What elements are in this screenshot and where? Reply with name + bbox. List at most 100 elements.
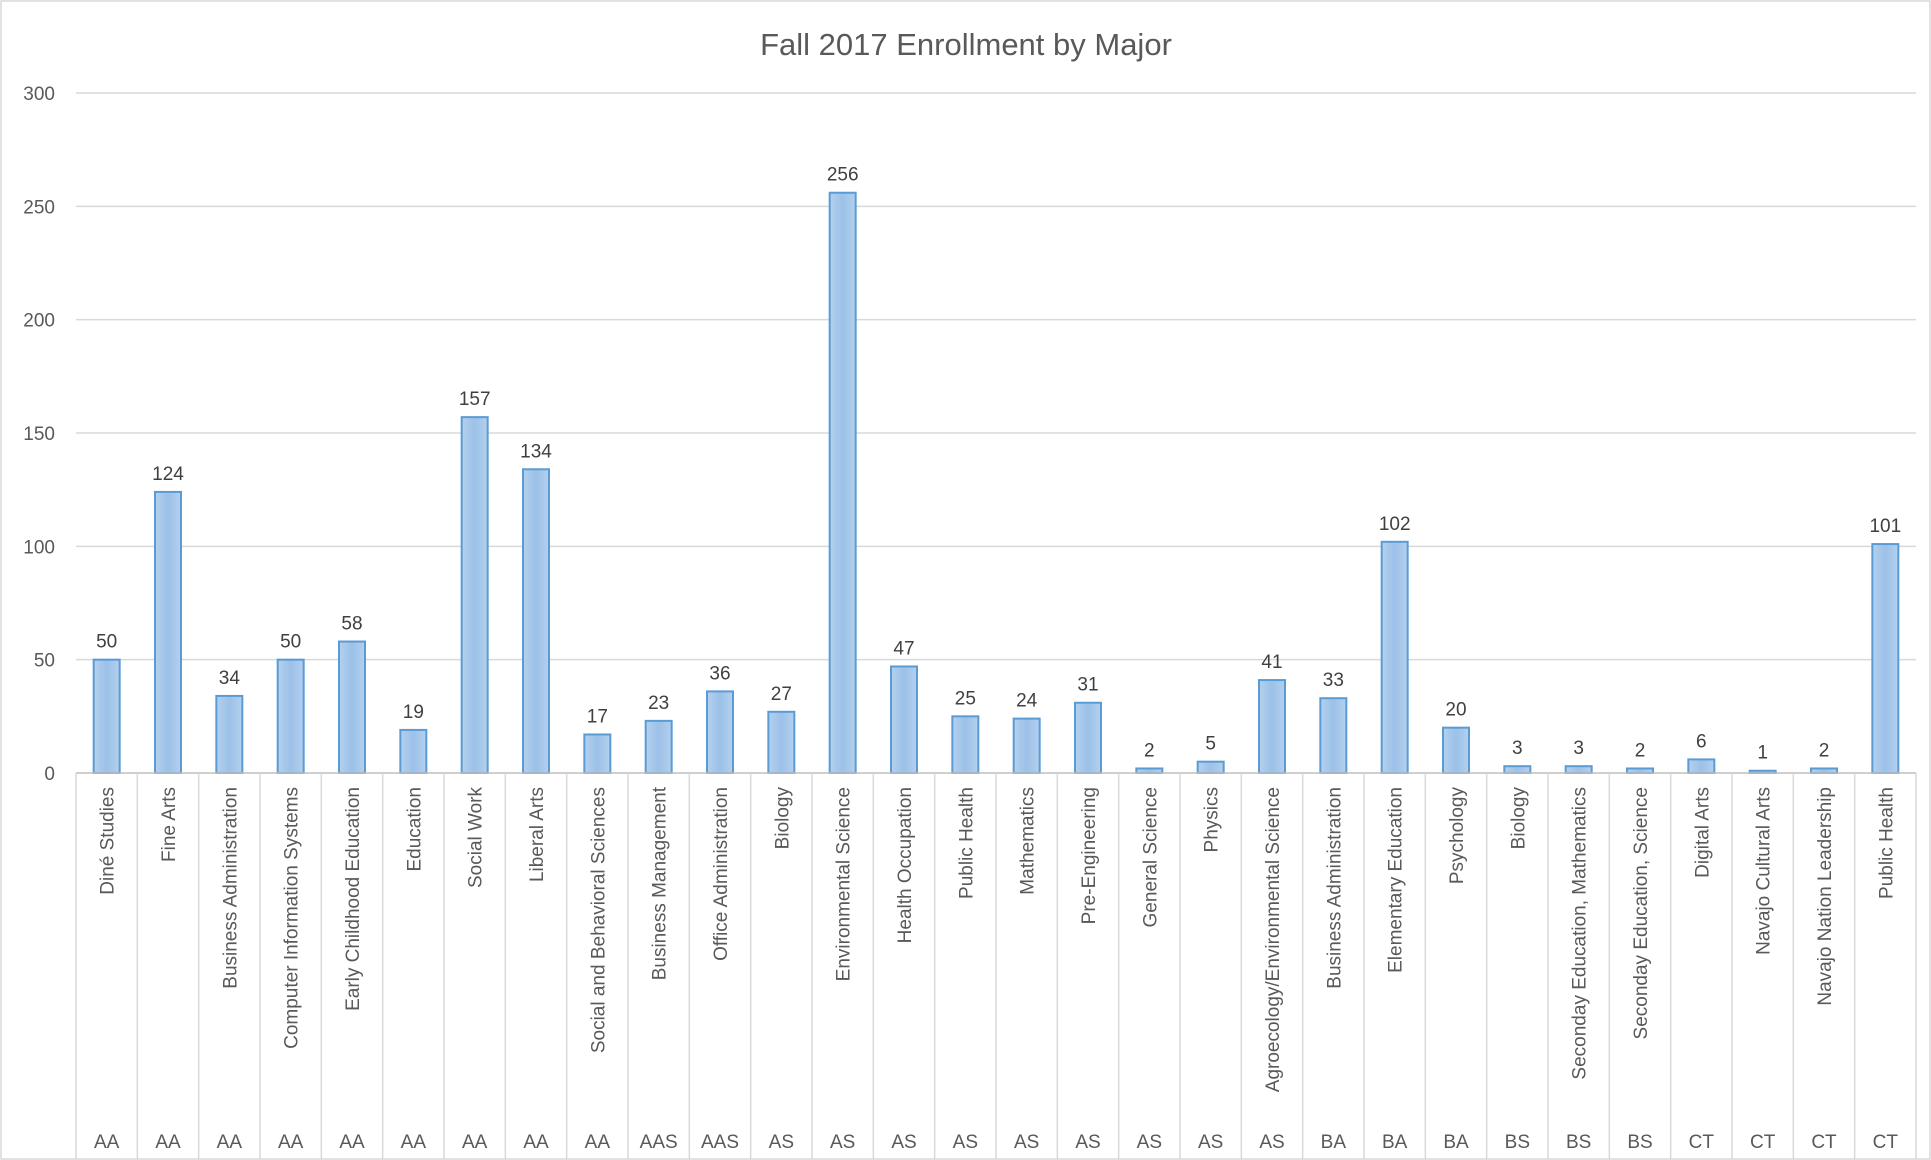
category-label: Seconday Education, Science bbox=[1631, 787, 1652, 1039]
category-label: Agroecology/Environmental Science bbox=[1263, 787, 1284, 1092]
category-label: Business Management bbox=[650, 786, 671, 980]
degree-label: AS bbox=[1014, 1132, 1039, 1153]
bar bbox=[1319, 697, 1348, 775]
bar bbox=[215, 694, 244, 775]
degree-label: BA bbox=[1443, 1132, 1469, 1153]
data-label: 124 bbox=[152, 464, 184, 485]
data-label: 2 bbox=[1819, 740, 1830, 761]
bar bbox=[154, 490, 182, 774]
y-tick-label: 150 bbox=[23, 424, 55, 445]
category-label: Seconday Education, Mathematics bbox=[1570, 787, 1591, 1080]
category-label: Public Health bbox=[1876, 787, 1897, 899]
data-label: 5 bbox=[1205, 734, 1216, 755]
degree-label: AA bbox=[94, 1132, 120, 1153]
data-label: 34 bbox=[219, 668, 241, 689]
bar bbox=[1564, 765, 1593, 775]
data-label: 24 bbox=[1016, 691, 1038, 712]
category-label: Biology bbox=[772, 787, 793, 850]
degree-label: AS bbox=[769, 1132, 794, 1153]
category-label: Diné Studies bbox=[98, 787, 119, 895]
degree-label: AA bbox=[339, 1132, 365, 1153]
data-label: 256 bbox=[827, 165, 859, 186]
data-label: 47 bbox=[893, 638, 914, 659]
degree-label: AS bbox=[1198, 1132, 1223, 1153]
bar bbox=[828, 191, 857, 774]
data-label: 50 bbox=[280, 632, 301, 653]
category-label: Mathematics bbox=[1018, 787, 1039, 895]
degree-label: BA bbox=[1321, 1132, 1347, 1153]
degree-label: AAS bbox=[701, 1132, 739, 1153]
y-tick-label: 50 bbox=[34, 651, 55, 672]
data-label: 101 bbox=[1869, 516, 1901, 537]
data-label: 36 bbox=[709, 663, 730, 684]
data-label: 1 bbox=[1757, 743, 1768, 764]
category-label: Education bbox=[404, 787, 425, 872]
bar bbox=[1258, 679, 1286, 774]
bar bbox=[1012, 717, 1041, 774]
degree-label: AS bbox=[1259, 1132, 1284, 1153]
data-label: 33 bbox=[1323, 670, 1344, 691]
degree-label: AS bbox=[953, 1132, 978, 1153]
data-label: 41 bbox=[1261, 652, 1282, 673]
y-tick-label: 200 bbox=[23, 311, 55, 332]
bar bbox=[951, 715, 980, 774]
data-label: 23 bbox=[648, 693, 669, 714]
category-label: Health Occupation bbox=[895, 787, 916, 943]
degree-label: AAS bbox=[640, 1132, 678, 1153]
category-label: Social Work bbox=[466, 787, 487, 889]
data-label: 2 bbox=[1635, 740, 1646, 761]
degree-label: CT bbox=[1689, 1132, 1715, 1153]
degree-label: AS bbox=[830, 1132, 855, 1153]
bar bbox=[706, 690, 734, 775]
category-label: Social and Behavioral Sciences bbox=[588, 787, 609, 1053]
category-label: Environmental Science bbox=[834, 787, 855, 981]
data-label: 31 bbox=[1077, 675, 1098, 696]
y-tick-label: 300 bbox=[23, 84, 55, 105]
category-label: Early Childhood Education bbox=[343, 787, 364, 1011]
category-label: Physics bbox=[1202, 787, 1223, 852]
category-label: Biology bbox=[1508, 787, 1529, 850]
degree-label: AA bbox=[523, 1132, 549, 1153]
bar bbox=[890, 665, 918, 775]
degree-label: AA bbox=[462, 1132, 488, 1153]
category-label: Navajo Cultural Arts bbox=[1754, 787, 1775, 955]
bar bbox=[399, 728, 428, 775]
degree-label: AS bbox=[891, 1132, 916, 1153]
data-label: 25 bbox=[955, 688, 976, 709]
degree-label: AA bbox=[217, 1132, 243, 1153]
degree-label: CT bbox=[1873, 1132, 1899, 1153]
y-tick-label: 250 bbox=[23, 197, 55, 218]
data-label: 27 bbox=[771, 684, 792, 705]
data-label: 6 bbox=[1696, 731, 1707, 752]
bar bbox=[583, 733, 612, 775]
data-label: 19 bbox=[403, 702, 424, 723]
bars bbox=[92, 191, 1900, 775]
data-label: 3 bbox=[1512, 738, 1523, 759]
y-tick-label: 0 bbox=[44, 764, 55, 785]
category-label: Psychology bbox=[1447, 787, 1468, 885]
category-label: General Science bbox=[1140, 787, 1161, 927]
category-label: Navajo Nation Leadership bbox=[1815, 787, 1836, 1006]
degree-label: BS bbox=[1505, 1132, 1530, 1153]
bar bbox=[460, 416, 489, 774]
data-label: 17 bbox=[587, 706, 608, 727]
x-axis: Diné Studies AA Fine Arts AA Business Admini… bbox=[75, 772, 1917, 1160]
bar bbox=[1503, 765, 1532, 775]
data-label: 102 bbox=[1379, 514, 1411, 535]
degree-label: AA bbox=[401, 1132, 427, 1153]
category-label: Pre-Engineering bbox=[1079, 787, 1100, 924]
bar bbox=[644, 719, 673, 774]
category-label: Fine Arts bbox=[159, 787, 180, 862]
category-label: Liberal Arts bbox=[527, 787, 548, 882]
data-label: 58 bbox=[341, 614, 362, 635]
bar bbox=[92, 658, 121, 775]
y-axis-ticks: 0 50 100 150 200 250 300 bbox=[23, 84, 55, 785]
bar bbox=[276, 658, 305, 775]
category-label: Office Administration bbox=[711, 787, 732, 961]
degree-label: AA bbox=[155, 1132, 181, 1153]
degree-label: AA bbox=[278, 1132, 304, 1153]
degree-label: CT bbox=[1750, 1132, 1776, 1153]
